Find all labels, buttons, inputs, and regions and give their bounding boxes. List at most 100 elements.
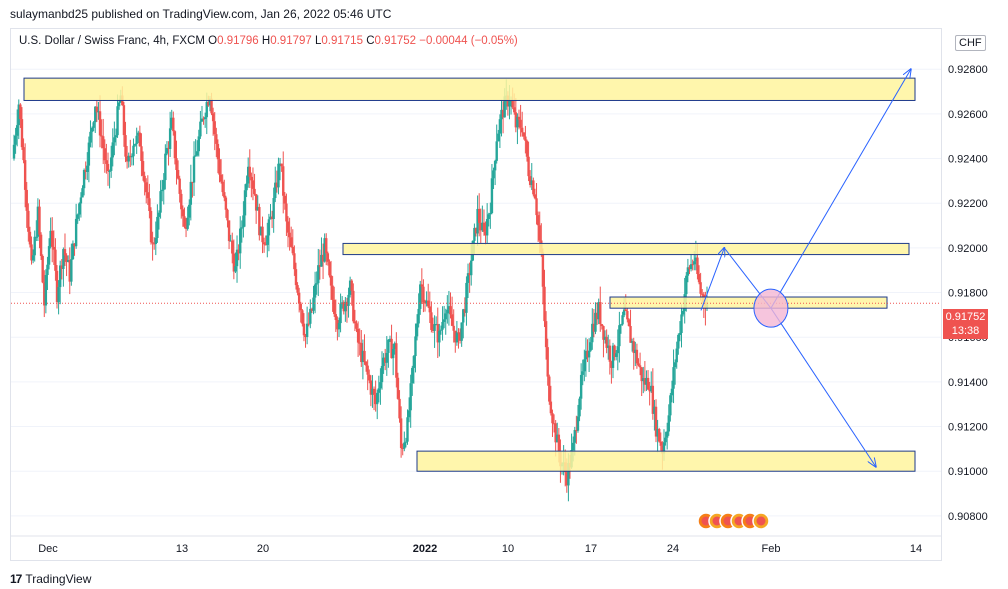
candle-body <box>643 378 647 385</box>
candle-body <box>417 308 420 324</box>
candle-body <box>172 117 175 132</box>
candle-body <box>196 151 199 156</box>
candle-body <box>396 377 400 399</box>
candle-body <box>390 338 393 359</box>
candle-body <box>74 218 78 247</box>
x-tick-label: 20 <box>257 543 269 555</box>
y-tick-label: 0.91200 <box>948 422 988 434</box>
footer[interactable]: 17 TradingView <box>10 572 91 586</box>
candle-body <box>434 324 438 326</box>
candle-body <box>47 246 51 265</box>
candle-body <box>527 156 530 177</box>
current-price-label: 0.91752 13:38 <box>943 309 988 339</box>
candle-body <box>626 311 629 320</box>
candle-body <box>452 325 455 331</box>
candle-body <box>113 137 116 143</box>
candle-body <box>264 244 267 246</box>
candle-body <box>444 313 447 320</box>
candle-body <box>442 319 446 322</box>
candle-body <box>315 283 318 285</box>
candle-body <box>52 246 56 250</box>
candle-body <box>573 430 576 443</box>
event-flag-icon <box>752 512 770 530</box>
candle-body <box>399 418 403 449</box>
candle-body <box>94 106 97 123</box>
zone-box <box>23 77 916 101</box>
candle-body <box>57 287 60 303</box>
candle-body <box>148 198 151 211</box>
candle-body <box>278 163 282 165</box>
candle-body <box>33 236 36 256</box>
candle-body <box>622 309 626 316</box>
candle-body <box>98 111 102 136</box>
candle-body <box>648 389 651 392</box>
event-flag-dot <box>756 516 766 526</box>
candle-body <box>614 353 618 357</box>
candle-body <box>638 365 642 368</box>
candle-body <box>548 376 551 402</box>
candle-body <box>173 131 177 159</box>
candle-body <box>102 136 105 149</box>
candle-body <box>637 363 640 366</box>
candle-body <box>254 194 258 211</box>
candle-body <box>352 290 355 322</box>
grid-lines <box>11 68 941 517</box>
candle-body <box>584 350 588 360</box>
candle-body <box>302 323 306 336</box>
candle-body <box>498 119 502 134</box>
candle-body <box>640 367 643 382</box>
candle-body <box>337 323 341 330</box>
candle-body <box>213 121 216 135</box>
candle-body <box>680 314 683 334</box>
candle-body <box>27 210 30 232</box>
candle-body <box>76 214 79 219</box>
candle-body <box>658 428 661 442</box>
candle-body <box>514 112 518 128</box>
candle-body <box>685 275 688 295</box>
candle-body <box>552 423 556 425</box>
candle-body <box>280 163 283 167</box>
candle-body <box>567 462 570 486</box>
candle-body <box>221 181 224 193</box>
candle-body <box>694 257 698 262</box>
candle-body <box>350 280 353 291</box>
candle-body <box>670 388 674 396</box>
candle-body <box>62 249 65 269</box>
candle-body <box>608 345 612 362</box>
candle-body <box>318 265 322 267</box>
candle-body <box>66 260 70 262</box>
candle-body <box>642 378 645 382</box>
legend-open: 0.91796 <box>217 35 259 47</box>
candle-body <box>152 243 156 245</box>
candle-body <box>274 182 277 199</box>
symbol-legend: U.S. Dollar / Swiss Franc, 4h, FXCM O0.9… <box>19 35 518 47</box>
candle-body <box>662 442 666 454</box>
candle-body <box>44 275 48 306</box>
legend-open-label: O <box>208 35 218 47</box>
candle-body <box>297 292 301 304</box>
candle-body <box>509 100 513 102</box>
candle-body <box>291 246 294 254</box>
zone-box <box>342 242 910 256</box>
candle-body <box>607 345 610 348</box>
candle-body <box>211 113 215 122</box>
candle-body <box>613 345 616 357</box>
candle-body <box>495 141 498 161</box>
candle-body <box>310 308 314 311</box>
candle-body <box>141 161 145 176</box>
candle-body <box>395 343 398 378</box>
candle-body <box>138 132 142 147</box>
candle-body <box>506 95 510 107</box>
currency-button[interactable]: CHF <box>955 35 986 51</box>
candle-body <box>116 106 119 136</box>
candle-body <box>97 111 100 113</box>
candle-body <box>380 365 384 383</box>
candle-body <box>383 357 387 363</box>
candle-body <box>30 244 33 261</box>
x-tick-label: 24 <box>667 543 679 555</box>
candle-body <box>415 323 419 337</box>
candle-body <box>156 216 159 238</box>
candle-body <box>611 345 615 368</box>
candle-body <box>468 273 471 276</box>
